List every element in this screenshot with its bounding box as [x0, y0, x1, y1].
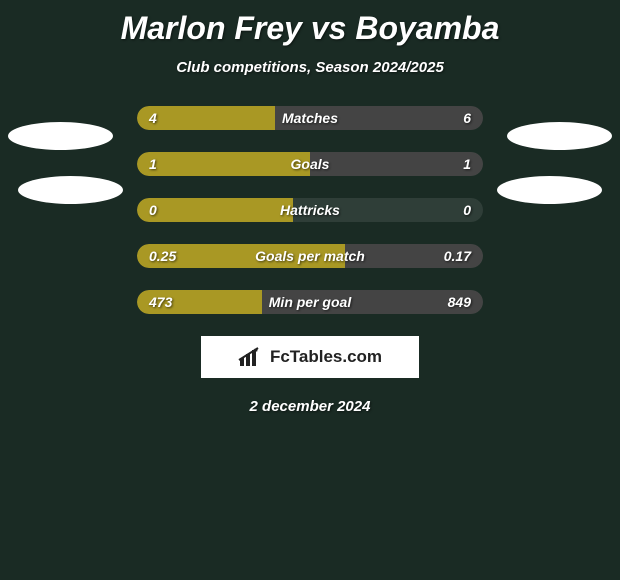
value-right: 0.17 [444, 244, 471, 268]
stat-label: Matches [137, 106, 483, 130]
logo-text: FcTables.com [270, 347, 382, 367]
page-subtitle: Club competitions, Season 2024/2025 [0, 59, 620, 76]
stat-label: Hattricks [137, 198, 483, 222]
date-label: 2 december 2024 [0, 398, 620, 415]
stat-row-hattricks: 0 Hattricks 0 [137, 198, 483, 222]
stat-label: Goals per match [137, 244, 483, 268]
decorative-ellipse [497, 176, 602, 204]
page-title: Marlon Frey vs Boyamba [0, 0, 620, 47]
fctables-logo[interactable]: FcTables.com [201, 336, 419, 378]
stat-label: Goals [137, 152, 483, 176]
value-right: 849 [448, 290, 471, 314]
stat-row-min-per-goal: 473 Min per goal 849 [137, 290, 483, 314]
stat-row-goals-per-match: 0.25 Goals per match 0.17 [137, 244, 483, 268]
decorative-ellipse [8, 122, 113, 150]
stat-row-goals: 1 Goals 1 [137, 152, 483, 176]
stat-label: Min per goal [137, 290, 483, 314]
value-right: 1 [463, 152, 471, 176]
value-right: 0 [463, 198, 471, 222]
decorative-ellipse [18, 176, 123, 204]
stat-row-matches: 4 Matches 6 [137, 106, 483, 130]
bar-chart-icon [238, 346, 264, 368]
decorative-ellipse [507, 122, 612, 150]
value-right: 6 [463, 106, 471, 130]
